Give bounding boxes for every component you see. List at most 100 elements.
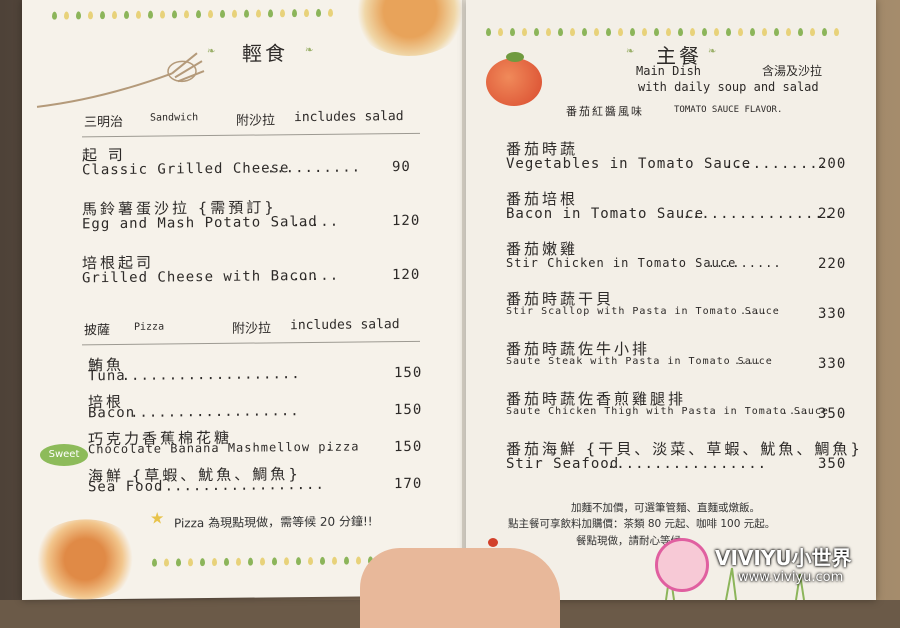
decorative-dot [618,28,623,36]
pizza-image [30,518,140,600]
menu-item-name-zh: 番茄嫩雞 [506,240,579,258]
decorative-dots-right [486,28,839,42]
decorative-dot [308,556,313,566]
decorative-dot [296,557,301,566]
leaf-icon: ❧ [626,46,635,57]
sandwich-note-en: includes salad [294,109,404,126]
menu-item-name-en: Chocolate Banana Mashmellow pizza [88,439,360,457]
divider [82,132,420,138]
menu-item-leader-dots: .................. [155,476,325,495]
menu-item-name-zh: 番茄海鮮 {干貝、淡菜、草蝦、魷魚、鯛魚} [506,440,863,458]
decorative-dot [292,9,297,18]
menu-item-name-en: Vegetables in Tomato Sauce [506,156,752,172]
menu-item-name-en: Stir Chicken in Tomato Sauce [506,256,737,270]
menu-item-name-en: Grilled Cheese with Bacon [82,267,318,287]
decorative-dot [486,28,491,36]
decorative-dot [570,28,575,36]
menu-item-name-zh: 番茄時蔬 [506,140,579,158]
menu-item-price: 170 [394,475,423,493]
watermark-avatar [655,538,709,592]
menu-item-price: 330 [818,306,847,322]
decorative-dot [256,9,261,18]
menu-item-name-en: Saute Steak with Pasta in Tomato Sauce [506,356,773,367]
fork-icon [36,52,205,108]
decorative-dot [164,558,169,567]
menu-item-leader-dots: . [325,439,334,454]
menu-item-name-en: Stir Scallop with Pasta in Tomato Sauce [506,306,780,317]
decorative-dot [642,28,647,36]
decorative-dot [100,11,105,20]
menu-item-leader-dots: .... [782,406,811,417]
decorative-dots-left [52,8,333,26]
note-line-3: 餐點現做，請耐心等候。 [576,535,692,547]
decorative-dot [332,556,337,565]
pizza-wait-note: Pizza 為現點現做，需等候 20 分鐘!! [174,514,373,531]
decorative-dot [220,9,225,18]
menu-item-price: 120 [392,212,421,230]
decorative-dot [316,8,321,17]
menu-item-name-zh: 番茄時蔬佐香煎雞腿排 [506,390,687,408]
leaf-icon: ❧ [207,45,216,58]
decorative-dot [834,28,839,36]
leaf-icon: ❧ [708,46,717,57]
hand [360,548,560,628]
decorative-dot [328,8,333,17]
menu-item-price: 150 [394,401,423,419]
decorative-dot [236,557,241,566]
flavor-zh: 番茄紅醬風味 [566,105,644,118]
menu-item-name-en: Stir Seafood [506,456,620,472]
decorative-dot [714,28,719,36]
divider [82,340,420,346]
decorative-dot [88,11,93,20]
pizza-header-zh: 披薩 [84,323,111,339]
menu-item-name-en: Bacon in Tomato Sauce [506,206,705,222]
menu-item-leader-dots: ................. [606,456,768,472]
menu-item-price: 200 [818,156,847,172]
watermark-brand: VIVIYU小世界 [715,546,852,570]
decorative-dot [762,28,767,36]
decorative-dot [184,10,189,19]
decorative-dot [52,11,57,20]
decorative-dot [160,10,165,19]
menu-item-leader-dots: ..... [292,213,340,231]
decorative-dot [260,557,265,566]
tomato-icon [486,58,542,106]
menu-item-name-zh: 番茄時蔬干貝 [506,290,615,308]
menu-item-leader-dots: .... [734,356,763,367]
menu-right-page: 主餐 ❧ ❧ Main Dish 含湯及沙拉 with daily soup a… [466,0,876,600]
menu-item-leader-dots: ..... [292,267,340,285]
decorative-dot [268,9,273,18]
decorative-dot [522,28,527,36]
decorative-dot [64,11,69,20]
menu-item-name-en: Egg and Mash Potato Salad [82,213,318,233]
menu-item-name-en: Classic Grilled Cheese [82,160,290,179]
decorative-dot [798,28,803,36]
decorative-dot [76,11,81,20]
menu-item-price: 150 [394,364,423,382]
decorative-dot [630,28,635,36]
subtitle-main-dish-en: Main Dish [636,64,702,78]
sandwich-note-zh: 附沙拉 [236,113,276,129]
ladybug-icon [488,538,498,547]
decorative-dot [546,28,551,36]
sweet-badge: Sweet [40,444,88,466]
decorative-dot [320,556,325,565]
decorative-dot [498,28,503,36]
menu-item-leader-dots: ................ [682,206,834,222]
decorative-dot [232,9,237,18]
menu-item-name-en: Sea Food [88,478,164,496]
decorative-dot [176,558,181,567]
menu-item-leader-dots: ........... [724,156,829,172]
subtitle-soup-salad-en: with daily soup and salad [638,80,819,94]
menu-item-leader-dots: ......... [707,256,782,270]
decorative-dot [738,28,743,36]
tomato-leaf-icon [506,52,524,62]
decorative-dot [188,558,193,567]
page-title-light-meals: 輕食 [242,41,288,66]
decorative-dot [582,28,587,36]
leaf-icon: ❧ [305,44,314,57]
menu-item-name-en: Tuna [88,367,126,385]
decorative-dot [280,9,285,18]
pizza-header-en: Pizza [134,321,165,333]
subtitle-soup-salad-zh: 含湯及沙拉 [762,64,823,78]
